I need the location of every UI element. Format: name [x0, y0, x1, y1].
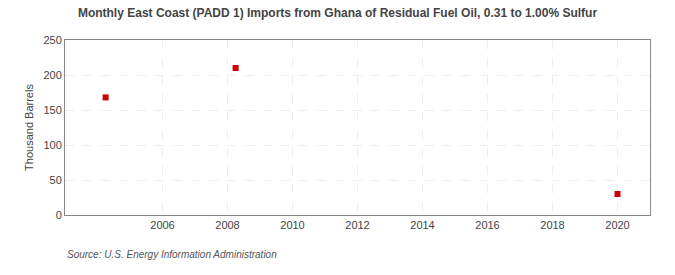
- svg-text:Source: U.S. Energy Informatio: Source: U.S. Energy Information Administ…: [67, 249, 277, 260]
- svg-text:Thousand Barrels: Thousand Barrels: [23, 84, 35, 171]
- svg-text:2012: 2012: [345, 219, 369, 231]
- svg-text:2014: 2014: [410, 219, 434, 231]
- svg-text:2006: 2006: [150, 219, 174, 231]
- svg-text:150: 150: [43, 104, 61, 116]
- svg-text:2018: 2018: [540, 219, 564, 231]
- svg-text:2016: 2016: [475, 219, 499, 231]
- svg-text:0: 0: [56, 209, 62, 221]
- svg-text:200: 200: [43, 69, 61, 81]
- svg-text:100: 100: [43, 139, 61, 151]
- svg-text:250: 250: [43, 34, 61, 46]
- svg-text:50: 50: [50, 174, 62, 186]
- svg-text:2020: 2020: [605, 219, 629, 231]
- svg-text:2008: 2008: [215, 219, 239, 231]
- svg-text:Monthly East Coast (PADD 1) Im: Monthly East Coast (PADD 1) Imports from…: [78, 6, 598, 20]
- svg-text:2010: 2010: [280, 219, 304, 231]
